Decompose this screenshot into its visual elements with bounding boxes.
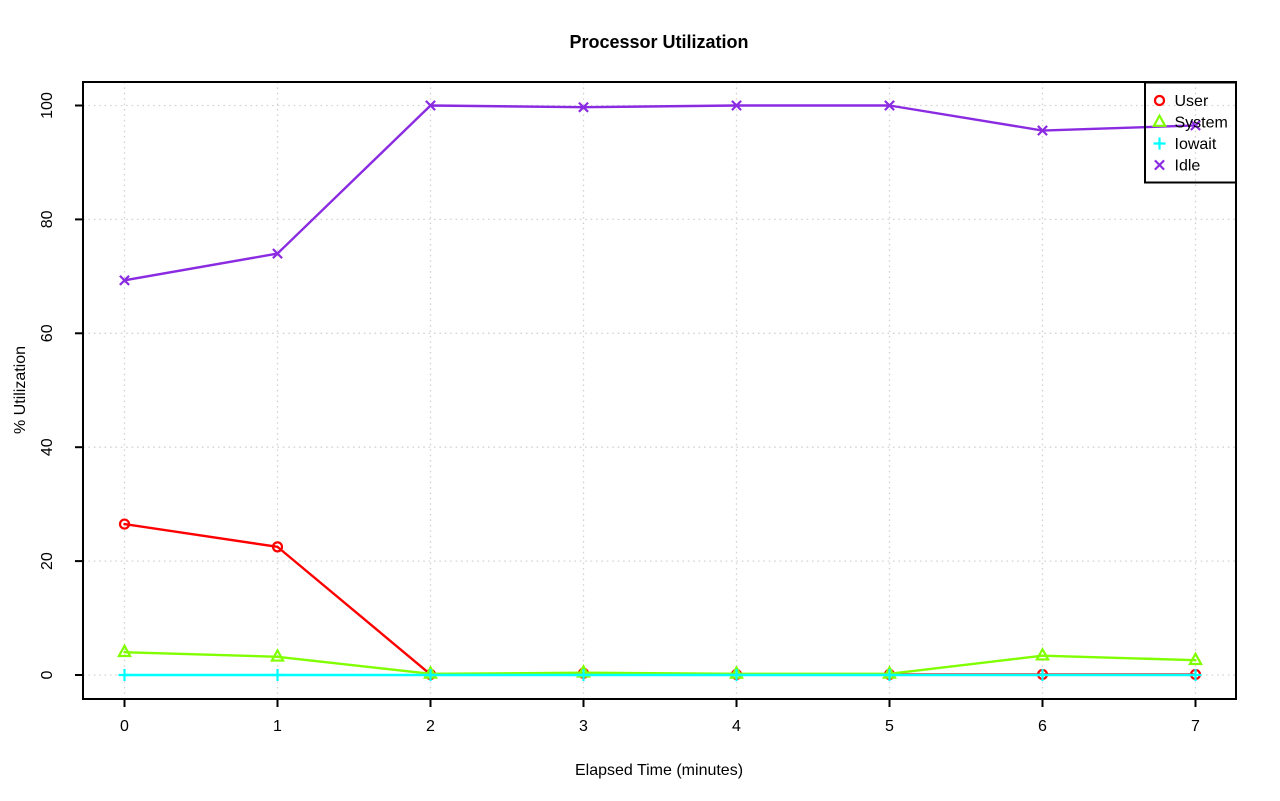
marker-idle xyxy=(1037,125,1048,136)
chart-title: Processor Utilization xyxy=(569,32,748,52)
y-tick-label: 60 xyxy=(39,324,56,342)
legend-marker-system xyxy=(1152,113,1167,127)
plot-box xyxy=(82,81,1237,700)
plot-frame-layer xyxy=(82,81,1237,700)
marker-idle xyxy=(884,100,895,111)
y-tick-label: 80 xyxy=(39,210,56,228)
marker-idle xyxy=(425,100,436,111)
y-tick-label: 20 xyxy=(39,552,56,570)
legend-marker-user xyxy=(1153,94,1166,107)
marker-user xyxy=(118,518,131,530)
marker-iowait xyxy=(1036,669,1049,681)
marker-iowait xyxy=(271,669,284,681)
x-tick-label: 3 xyxy=(579,718,588,735)
marker-iowait xyxy=(883,669,896,681)
marker-system xyxy=(1035,646,1050,661)
y-axis-label: % Utilization xyxy=(12,346,29,434)
x-axis-label: Elapsed Time (minutes) xyxy=(575,762,743,779)
y-tick-label: 40 xyxy=(39,438,56,456)
grid-layer xyxy=(83,82,1236,699)
marker-idle xyxy=(578,101,589,113)
x-tick-label: 1 xyxy=(273,718,282,735)
x-tick-label: 2 xyxy=(426,718,435,735)
marker-system xyxy=(117,643,132,658)
x-tick-label: 4 xyxy=(732,718,741,735)
series-line-idle xyxy=(123,104,1197,282)
series-idle xyxy=(119,100,1201,286)
marker-user xyxy=(271,541,284,553)
series-layer xyxy=(117,100,1203,681)
marker-iowait xyxy=(577,669,590,681)
legend-label-system: System xyxy=(1175,115,1228,132)
axis-ticks-layer: 0 1 2 3 4 5 6 7 0 20 40 60 80 100 xyxy=(39,92,1200,735)
marker-iowait xyxy=(730,669,743,681)
legend-box xyxy=(1144,81,1237,184)
marker-iowait xyxy=(1189,669,1202,681)
x-tick-label: 5 xyxy=(885,718,894,735)
marker-idle xyxy=(731,100,742,111)
marker-system xyxy=(270,648,285,662)
legend: User System Iowait Idle xyxy=(1144,81,1237,184)
legend-label-idle: Idle xyxy=(1175,158,1201,175)
x-tick-label: 7 xyxy=(1191,718,1200,735)
y-tick-label: 0 xyxy=(39,670,56,679)
legend-marker-iowait xyxy=(1153,137,1166,150)
series-iowait xyxy=(118,669,1202,681)
y-tick-label: 100 xyxy=(39,92,56,119)
marker-idle xyxy=(272,248,283,259)
marker-iowait xyxy=(118,669,131,681)
marker-iowait xyxy=(424,669,437,681)
marker-idle xyxy=(119,274,130,286)
legend-label-user: User xyxy=(1175,93,1209,110)
series-line-system xyxy=(123,651,1197,676)
legend-label-iowait: Iowait xyxy=(1175,136,1217,153)
marker-idle xyxy=(1190,120,1201,131)
x-tick-label: 6 xyxy=(1038,718,1047,735)
series-line-user xyxy=(123,522,1197,676)
marker-system xyxy=(1188,651,1203,666)
x-tick-label: 0 xyxy=(120,718,129,735)
legend-marker-idle xyxy=(1154,159,1165,171)
